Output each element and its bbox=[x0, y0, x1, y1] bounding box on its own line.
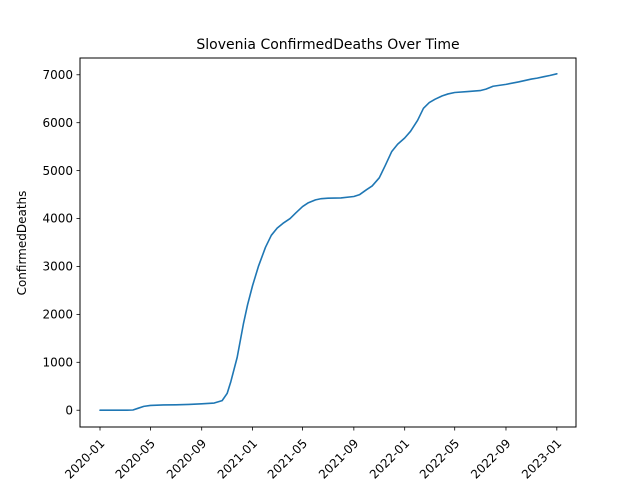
y-tick-label: 3000 bbox=[42, 260, 73, 274]
y-tick-label: 2000 bbox=[42, 308, 73, 322]
plot-frame bbox=[79, 57, 577, 428]
series-line bbox=[99, 73, 558, 412]
y-tick-label: 6000 bbox=[42, 116, 73, 130]
y-tick-label: 5000 bbox=[42, 164, 73, 178]
y-tick-label: 0 bbox=[65, 403, 73, 417]
y-tick-label: 4000 bbox=[42, 212, 73, 226]
chart-title: Slovenia ConfirmedDeaths Over Time bbox=[196, 37, 459, 53]
y-tick-label: 7000 bbox=[42, 68, 73, 82]
y-tick-label: 1000 bbox=[42, 356, 73, 370]
y-axis-label: ConfirmedDeaths bbox=[15, 191, 29, 296]
